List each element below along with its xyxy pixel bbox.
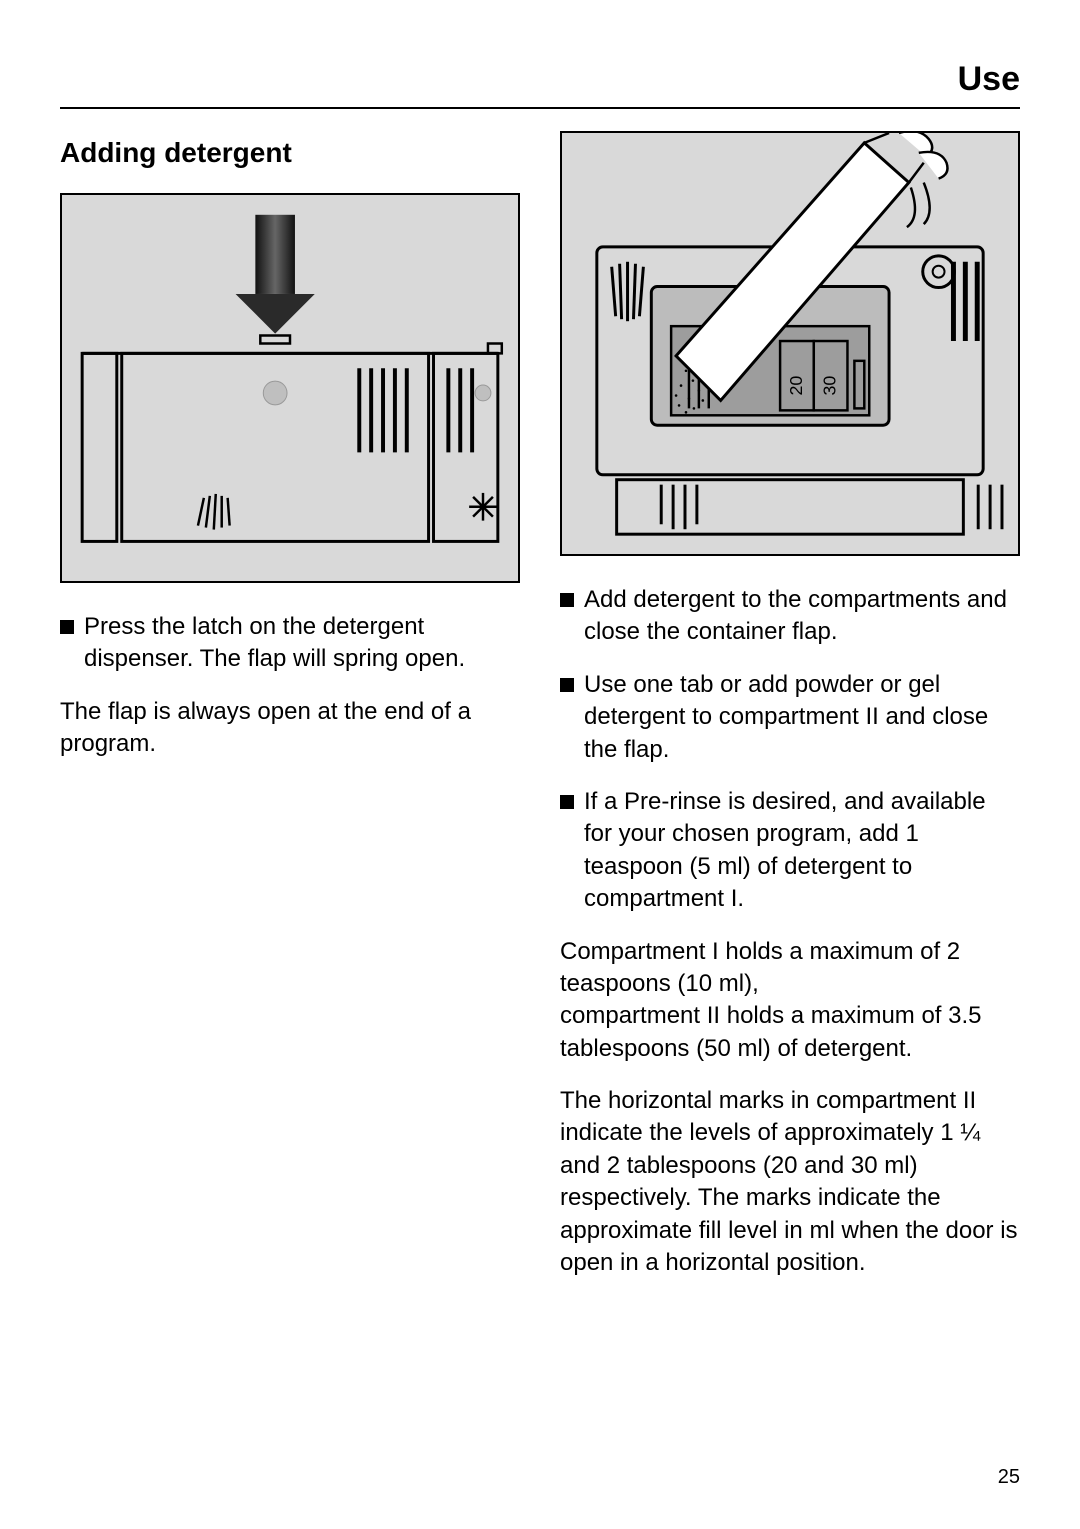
page-header-title: Use	[60, 60, 1020, 99]
bullet-icon	[560, 678, 574, 692]
bullet-item: Add detergent to the compartments and cl…	[560, 584, 1020, 649]
page: Use Adding detergent	[0, 0, 1080, 1529]
bullet-text: Add detergent to the compartments and cl…	[584, 584, 1020, 649]
section-title: Adding detergent	[60, 137, 520, 169]
bullet-text: Use one tab or add powder or gel deterge…	[584, 669, 1020, 766]
bullet-item: Use one tab or add powder or gel deterge…	[560, 669, 1020, 766]
page-number: 25	[998, 1466, 1020, 1489]
left-column: Adding detergent	[60, 137, 520, 1299]
bullet-item: Press the latch on the detergent dispens…	[60, 611, 520, 676]
content-columns: Adding detergent	[60, 137, 1020, 1299]
paragraph: Compartment I holds a maximum of 2 teasp…	[560, 936, 1020, 1066]
level-30-label: 30	[820, 376, 840, 396]
bullet-item: If a Pre-rinse is desired, and available…	[560, 786, 1020, 916]
bullet-text: Press the latch on the detergent dispens…	[84, 611, 520, 676]
paragraph: The flap is always open at the end of a …	[60, 696, 520, 761]
bullet-icon	[560, 593, 574, 607]
bullet-icon	[60, 620, 74, 634]
figure-press-latch	[60, 193, 520, 583]
level-20-label: 20	[786, 376, 806, 396]
figure-add-detergent: 20 30	[560, 131, 1020, 556]
bullet-text: If a Pre-rinse is desired, and available…	[584, 786, 1020, 916]
right-column: 20 30	[560, 137, 1020, 1299]
page-header: Use	[60, 60, 1020, 109]
paragraph: The horizontal marks in compartment II i…	[560, 1085, 1020, 1279]
bullet-icon	[560, 795, 574, 809]
